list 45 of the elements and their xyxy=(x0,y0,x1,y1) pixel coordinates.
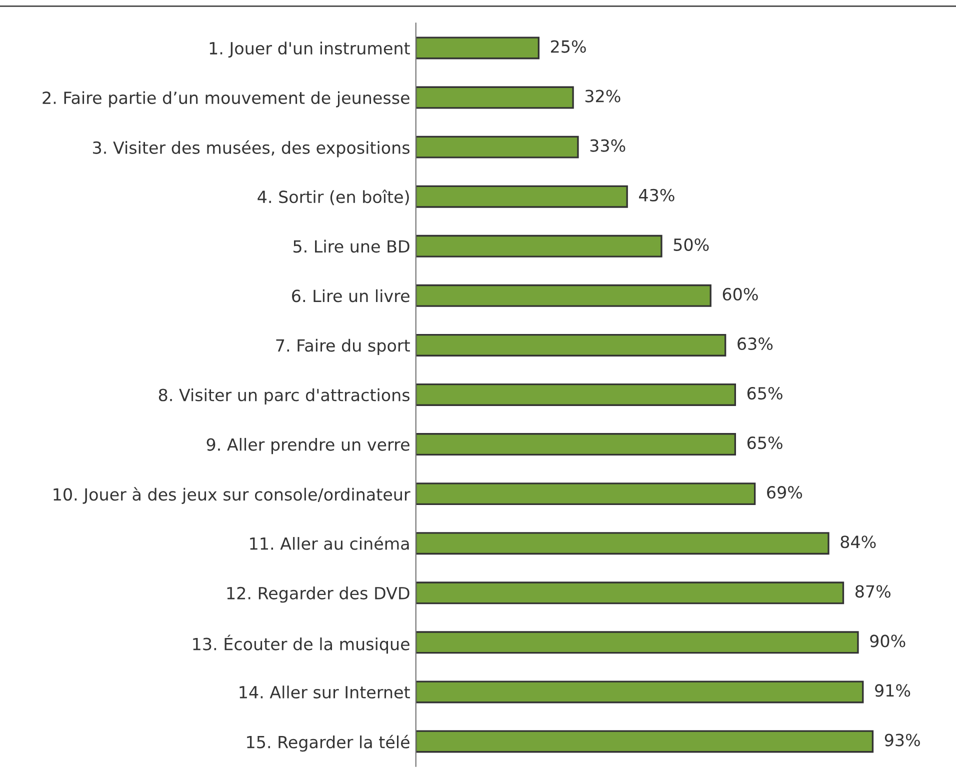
data-label: 63% xyxy=(738,337,773,350)
data-label: 65% xyxy=(747,436,782,450)
y-tick-label: 8. Visiter un parc d'attractions xyxy=(158,388,410,405)
bar xyxy=(416,384,736,406)
bar xyxy=(416,730,874,753)
y-tick-label: 9. Aller prendre un verre xyxy=(206,438,410,454)
bar xyxy=(416,482,756,506)
bar xyxy=(416,86,574,109)
bar xyxy=(416,582,844,604)
y-tick-label: 5. Lire une BD xyxy=(294,240,410,253)
bar xyxy=(416,36,540,60)
y-tick-label: 12. Regarder des DVD xyxy=(227,586,410,603)
bar xyxy=(416,532,830,555)
y-tick-label: 6. Lire un livre xyxy=(292,289,410,302)
bar xyxy=(416,136,579,158)
data-label: 84% xyxy=(840,536,876,548)
data-label: 33% xyxy=(590,139,626,152)
y-tick-label: 10. Jouer à des jeux sur console/ordinateur xyxy=(54,487,410,504)
data-label: 90% xyxy=(870,634,906,648)
y-tick-label: 7. Faire du sport xyxy=(276,338,410,355)
bar xyxy=(416,185,628,208)
data-label: 91% xyxy=(875,684,910,697)
y-tick-label: 4. Sortir (en boîte) xyxy=(258,190,409,206)
y-tick-label: 15. Regarder la télé xyxy=(247,734,410,752)
y-tick-label: 3. Visiter des musées, des expositions xyxy=(93,140,410,158)
data-label: 50% xyxy=(674,238,709,251)
bar xyxy=(416,680,864,704)
data-label: 25% xyxy=(551,40,586,53)
y-tick-label: 13. Écouter de la musique xyxy=(193,634,410,654)
data-label: 65% xyxy=(747,386,782,400)
data-label: 93% xyxy=(884,734,920,746)
bar xyxy=(416,631,859,654)
bar xyxy=(416,334,726,356)
data-label: 60% xyxy=(722,288,758,301)
y-tick-label: 11. Aller au cinéma xyxy=(250,536,409,550)
bar xyxy=(416,433,736,456)
bar xyxy=(416,284,712,307)
data-label: 43% xyxy=(639,188,674,202)
data-label: 87% xyxy=(855,585,890,598)
data-label: 32% xyxy=(585,90,620,102)
data-label: 69% xyxy=(767,486,802,499)
bar xyxy=(416,234,662,258)
y-tick-label: 14. Aller sur Internet xyxy=(240,686,410,699)
y-tick-label: 1. Jouer d'un instrument xyxy=(210,42,410,58)
y-tick-label: 2. Faire partie d’un mouvement de jeunesse xyxy=(42,91,410,108)
